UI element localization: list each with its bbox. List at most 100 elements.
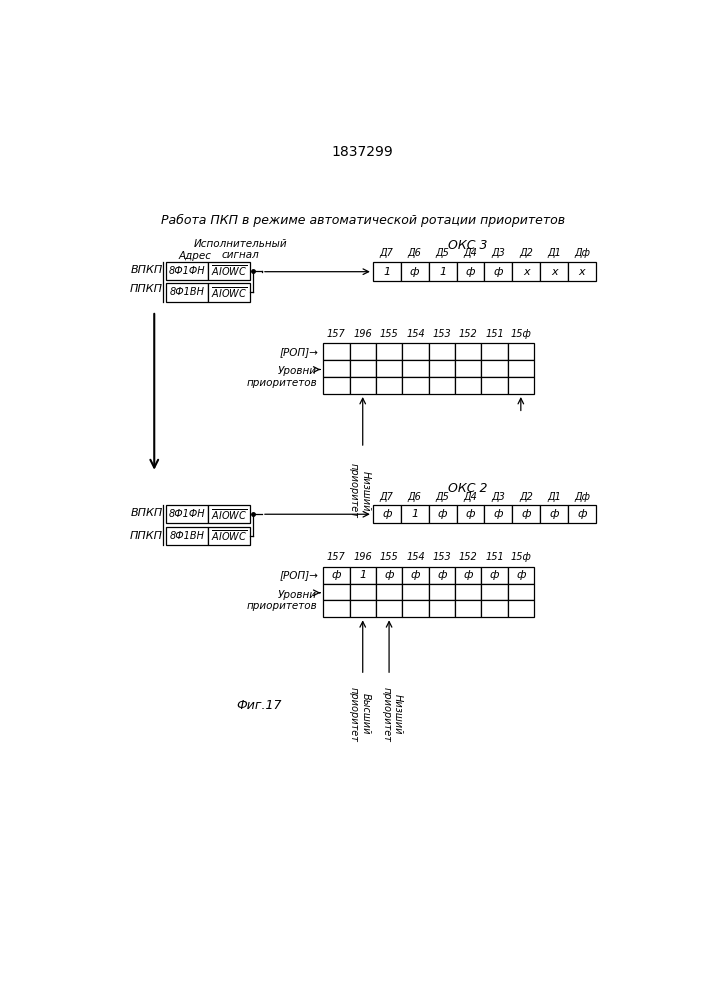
Text: 153: 153 xyxy=(433,552,451,562)
Bar xyxy=(376,600,402,617)
Text: х: х xyxy=(523,267,530,277)
Bar xyxy=(428,343,455,360)
Bar xyxy=(455,343,481,360)
Text: Уровни
приоритетов: Уровни приоритетов xyxy=(246,366,317,388)
Bar xyxy=(402,600,428,617)
Text: ф: ф xyxy=(516,570,525,580)
Bar xyxy=(349,600,376,617)
Text: Высший
приоритет: Высший приоритет xyxy=(349,687,370,742)
Text: 1: 1 xyxy=(359,570,366,580)
Bar xyxy=(508,360,534,377)
Text: ВПКП: ВПКП xyxy=(130,508,163,518)
Bar xyxy=(376,567,402,584)
Text: ф: ф xyxy=(410,267,419,277)
Bar xyxy=(208,262,250,280)
Bar xyxy=(166,527,208,545)
Text: [РОП]→: [РОП]→ xyxy=(280,570,319,580)
Text: $\overline{\mathit{АIОWС}}$: $\overline{\mathit{АIОWС}}$ xyxy=(211,528,247,543)
Text: ф: ф xyxy=(437,570,447,580)
Bar xyxy=(428,567,455,584)
Bar xyxy=(481,343,508,360)
Text: ф: ф xyxy=(522,509,531,519)
Bar xyxy=(166,283,208,302)
Text: 1: 1 xyxy=(383,267,390,277)
Text: 8Ф1ВН: 8Ф1ВН xyxy=(169,531,204,541)
Bar xyxy=(323,343,349,360)
Bar xyxy=(508,584,534,600)
Text: Низший
приоритет: Низший приоритет xyxy=(349,463,370,518)
Bar xyxy=(428,584,455,600)
Bar xyxy=(455,360,481,377)
Bar xyxy=(349,584,376,600)
Text: Дф: Дф xyxy=(574,248,590,258)
Text: 8Ф1ФН: 8Ф1ФН xyxy=(168,509,205,519)
Text: 196: 196 xyxy=(354,552,372,562)
Text: ф: ф xyxy=(493,509,503,519)
Text: ППКП: ППКП xyxy=(130,531,163,541)
Text: ф: ф xyxy=(466,509,475,519)
Bar xyxy=(323,567,349,584)
Bar xyxy=(376,377,402,394)
Text: Д1: Д1 xyxy=(547,492,561,502)
Text: ф: ф xyxy=(411,570,420,580)
Text: 157: 157 xyxy=(327,329,346,339)
Text: Д2: Д2 xyxy=(520,248,533,258)
Text: ф: ф xyxy=(578,509,587,519)
Text: 151: 151 xyxy=(485,329,504,339)
Bar xyxy=(428,600,455,617)
Text: Д4: Д4 xyxy=(464,492,477,502)
Text: 154: 154 xyxy=(406,329,425,339)
Text: Д6: Д6 xyxy=(408,492,421,502)
Text: 155: 155 xyxy=(380,552,399,562)
Text: 1837299: 1837299 xyxy=(332,145,394,159)
Text: Уровни
приоритетов: Уровни приоритетов xyxy=(246,590,317,611)
Bar xyxy=(208,527,250,545)
Text: 151: 151 xyxy=(485,552,504,562)
Text: ф: ф xyxy=(549,509,559,519)
Text: Д7: Д7 xyxy=(380,248,394,258)
Bar xyxy=(402,377,428,394)
Bar xyxy=(166,505,208,523)
Text: 8Ф1ВН: 8Ф1ВН xyxy=(169,287,204,297)
Text: ППКП: ППКП xyxy=(130,284,163,294)
Text: Д5: Д5 xyxy=(436,492,450,502)
Text: 157: 157 xyxy=(327,552,346,562)
Bar xyxy=(166,262,208,280)
Text: ф: ф xyxy=(332,570,341,580)
Bar xyxy=(402,584,428,600)
Text: Д4: Д4 xyxy=(464,248,477,258)
Text: Работа ПКП в режиме автоматической ротации приоритетов: Работа ПКП в режиме автоматической ротац… xyxy=(160,214,565,227)
Text: $\overline{\mathit{АIОWС}}$: $\overline{\mathit{АIОWС}}$ xyxy=(211,507,247,522)
Bar xyxy=(373,505,401,523)
Bar xyxy=(349,343,376,360)
Text: ф: ф xyxy=(490,570,499,580)
Text: Д5: Д5 xyxy=(436,248,450,258)
Text: Дф: Дф xyxy=(574,492,590,502)
Bar xyxy=(376,343,402,360)
Bar xyxy=(428,505,457,523)
Text: 153: 153 xyxy=(433,329,451,339)
Bar xyxy=(513,262,540,281)
Text: 8Ф1ФН: 8Ф1ФН xyxy=(168,266,205,276)
Bar xyxy=(484,262,513,281)
Bar xyxy=(508,377,534,394)
Text: х: х xyxy=(579,267,585,277)
Bar xyxy=(481,584,508,600)
Text: ОКС 3: ОКС 3 xyxy=(448,239,488,252)
Text: Д3: Д3 xyxy=(491,248,506,258)
Text: ОКС 2: ОКС 2 xyxy=(448,482,488,495)
Bar xyxy=(508,343,534,360)
Text: Д2: Д2 xyxy=(520,492,533,502)
Bar xyxy=(455,377,481,394)
Bar xyxy=(428,262,457,281)
Text: Д1: Д1 xyxy=(547,248,561,258)
Bar xyxy=(323,377,349,394)
Text: 1: 1 xyxy=(411,509,419,519)
Text: ВПКП: ВПКП xyxy=(130,265,163,275)
Text: ф: ф xyxy=(463,570,473,580)
Text: [РОП]→: [РОП]→ xyxy=(280,347,319,357)
Bar xyxy=(323,600,349,617)
Text: ф: ф xyxy=(382,509,392,519)
Bar xyxy=(457,262,484,281)
Text: Д7: Д7 xyxy=(380,492,394,502)
